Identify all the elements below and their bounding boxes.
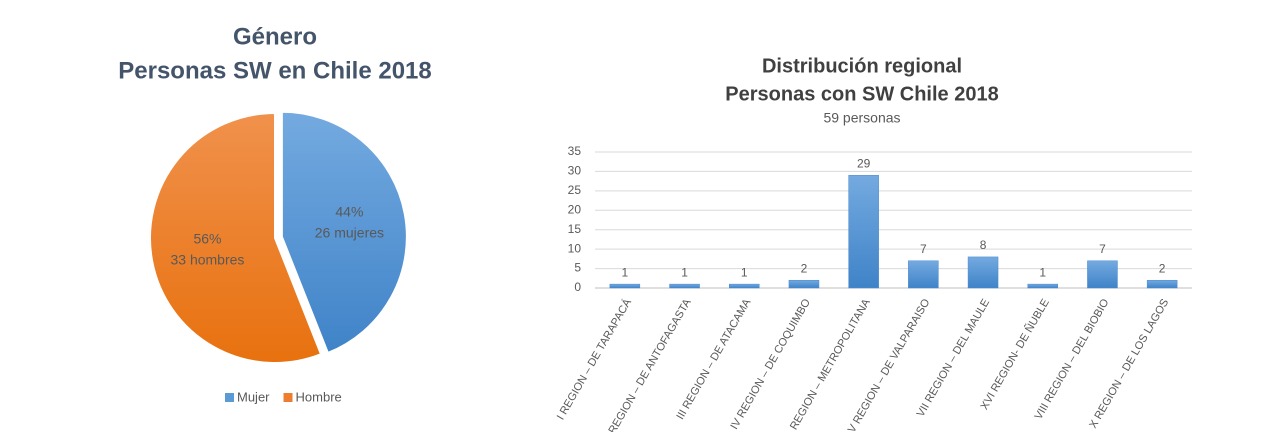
pie-slice [280, 110, 408, 355]
value-label: 7 [920, 242, 927, 256]
chart-title: Personas SW en Chile 2018 [118, 57, 431, 84]
legend-label: Mujer [237, 389, 270, 404]
y-tick-label: 35 [568, 144, 582, 158]
x-tick-label: XVI REGION- DE ÑUBLE [978, 296, 1052, 412]
chart-subtitle: 59 personas [823, 110, 900, 126]
value-label: 1 [741, 265, 748, 279]
bar [848, 175, 879, 289]
chart-title: Distribución regional [762, 55, 962, 77]
value-label: 1 [681, 265, 688, 279]
y-tick-label: 20 [568, 202, 582, 216]
chart-title: Personas con SW Chile 2018 [725, 83, 998, 105]
y-tick-label: 25 [568, 183, 582, 197]
annotation: 26 mujeres [315, 225, 384, 241]
bar [967, 256, 999, 289]
bar [1027, 283, 1058, 289]
bar [729, 283, 760, 289]
bar [1146, 279, 1178, 289]
bar [908, 260, 939, 289]
value-label: 1 [622, 265, 629, 279]
bar [1087, 260, 1118, 289]
value-label: 1 [1039, 265, 1046, 279]
y-tick-label: 30 [568, 164, 582, 178]
pie-slice [149, 111, 323, 364]
chart-title: Género [233, 23, 317, 50]
value-label: 56% [193, 231, 221, 247]
legend-swatch [225, 393, 234, 402]
bar [669, 283, 700, 289]
bar [609, 283, 641, 289]
value-label: 44% [335, 204, 363, 220]
y-tick-label: 5 [574, 261, 581, 275]
value-label: 7 [1099, 242, 1106, 256]
value-label: 8 [980, 238, 987, 252]
annotation: 33 hombres [170, 252, 244, 268]
y-tick-label: 0 [574, 280, 581, 294]
legend-swatch [283, 393, 293, 402]
bar [788, 279, 820, 289]
value-label: 2 [1159, 261, 1166, 275]
legend-label: Hombre [296, 389, 342, 404]
value-label: 29 [857, 156, 871, 170]
y-tick-label: 15 [568, 222, 582, 236]
y-tick-label: 10 [568, 241, 582, 255]
value-label: 2 [801, 261, 808, 275]
